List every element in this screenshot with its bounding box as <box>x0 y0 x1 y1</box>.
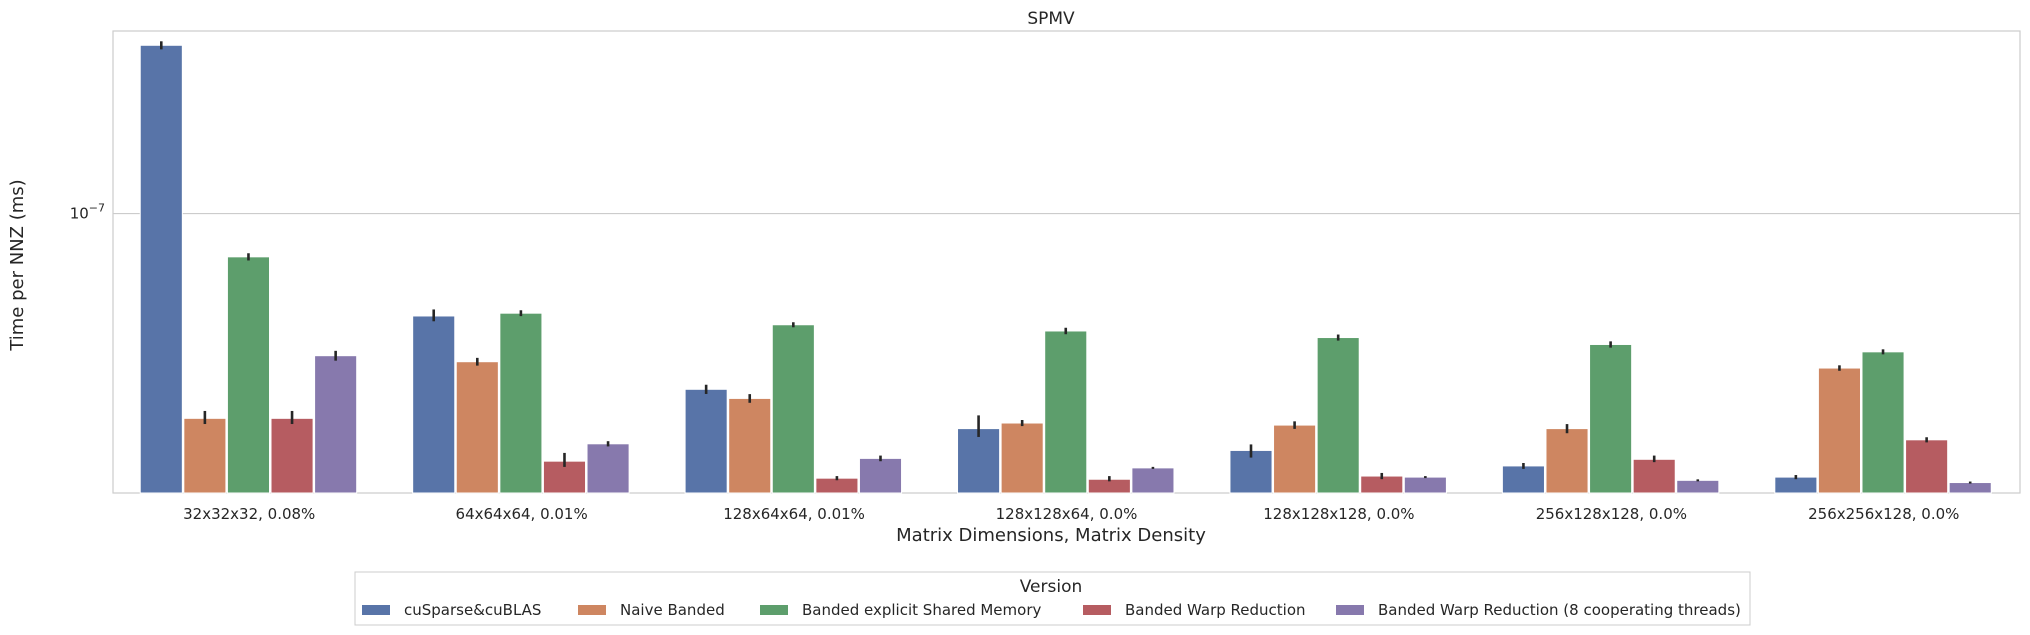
x-axis-label: Matrix Dimensions, Matrix Density <box>896 525 1206 546</box>
bar <box>728 397 772 494</box>
bar <box>1501 465 1545 494</box>
bar <box>815 477 859 494</box>
bar <box>771 324 815 494</box>
x-tick-label: 32x32x32, 0.08% <box>183 505 315 523</box>
plot-area: 10−7 32x32x32, 0.08% 64x64x64, 0.01% 128x64… <box>70 30 2021 523</box>
legend-swatch <box>362 605 390 615</box>
legend-swatch <box>1083 605 1111 615</box>
bar <box>586 443 630 494</box>
chart-title: SPMV <box>1027 9 1075 29</box>
x-tick-label: 256x128x128, 0.0% <box>1536 505 1687 523</box>
bar <box>1044 330 1088 494</box>
x-tick-label: 64x64x64, 0.01% <box>456 505 588 523</box>
x-tick-label: 128x128x128, 0.0% <box>1263 505 1414 523</box>
x-tick-label: 256x256x128, 0.0% <box>1808 505 1959 523</box>
bar <box>684 388 728 494</box>
bar <box>499 312 543 494</box>
bar <box>1273 424 1317 494</box>
bar <box>957 428 1001 494</box>
legend-swatch <box>760 605 788 615</box>
x-tick-label: 128x128x64, 0.0% <box>996 505 1138 523</box>
legend: Version cuSparse&cuBLAS Naive Banded Bande… <box>354 571 1751 626</box>
bar <box>226 256 271 494</box>
legend-label: Banded explicit Shared Memory <box>802 601 1041 619</box>
bar <box>1632 458 1676 494</box>
bar <box>1545 428 1589 494</box>
bar <box>412 315 456 494</box>
bar <box>1774 476 1818 494</box>
bar <box>1131 467 1175 494</box>
bar <box>1948 482 1992 494</box>
bar <box>270 417 314 494</box>
y-axis-label: Time per NNZ (ms) <box>7 179 28 351</box>
y-tick-label: 10−7 <box>70 202 105 223</box>
x-tick-label: 128x64x64, 0.01% <box>723 505 865 523</box>
legend-title: Version <box>1020 577 1083 597</box>
bar <box>1000 422 1044 494</box>
legend-swatch <box>1336 605 1364 615</box>
bar <box>455 361 499 494</box>
bar <box>1817 367 1861 494</box>
bar <box>183 417 227 494</box>
bar <box>1316 337 1360 494</box>
legend-label: Banded Warp Reduction <box>1125 601 1306 619</box>
legend-label: Banded Warp Reduction (8 cooperating thr… <box>1378 601 1741 619</box>
legend-label: cuSparse&cuBLAS <box>404 601 541 619</box>
bar <box>1676 479 1720 494</box>
bar <box>1861 351 1905 494</box>
legend-label: Naive Banded <box>620 601 725 619</box>
bar <box>858 457 903 494</box>
bar <box>314 355 358 494</box>
legend-frame <box>354 571 1751 626</box>
legend-swatch <box>578 605 606 615</box>
bar <box>1589 343 1633 494</box>
bar <box>1905 439 1949 494</box>
bar <box>139 44 183 494</box>
bar <box>1403 476 1447 494</box>
